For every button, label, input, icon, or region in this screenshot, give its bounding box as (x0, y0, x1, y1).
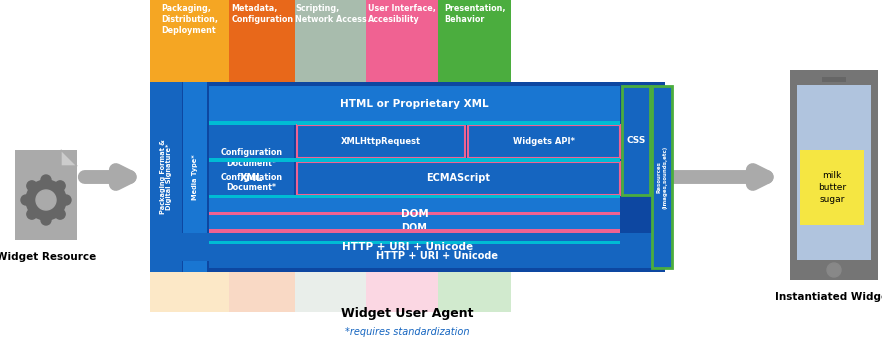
Circle shape (61, 195, 71, 205)
Bar (15, 150, 77, 240)
Bar (366, 272, 438, 312)
Text: Widgets API*: Widgets API* (513, 137, 575, 146)
Bar (150, 0, 229, 82)
Circle shape (56, 209, 65, 219)
Bar (209, 195, 620, 198)
Bar (297, 158, 620, 162)
Text: XML: XML (240, 173, 263, 183)
Bar (229, 272, 295, 312)
Bar (209, 241, 620, 244)
Text: Scripting,
Network Access: Scripting, Network Access (295, 4, 367, 24)
Bar (209, 241, 620, 244)
Text: Media Type*: Media Type* (192, 154, 198, 200)
Circle shape (36, 190, 56, 210)
Circle shape (26, 181, 37, 191)
Bar (652, 86, 672, 268)
Bar (150, 82, 182, 272)
Text: *requires standardization: *requires standardization (345, 327, 470, 337)
Bar (438, 0, 511, 82)
Bar (209, 215, 620, 241)
Bar (150, 82, 665, 272)
Bar (209, 86, 620, 121)
Text: Instantiated Widget: Instantiated Widget (775, 292, 882, 302)
Text: HTML or Proprietary XML: HTML or Proprietary XML (340, 99, 489, 109)
Text: CSS: CSS (626, 136, 646, 145)
Text: Widget User Agent: Widget User Agent (341, 307, 474, 319)
Text: Presentation,
Behavior: Presentation, Behavior (444, 4, 505, 24)
Text: XMLHttpRequest: XMLHttpRequest (341, 137, 421, 146)
Bar (209, 212, 620, 215)
Bar (209, 229, 620, 233)
Bar (622, 86, 650, 195)
Bar (209, 195, 620, 198)
Text: Resources
(images,sounds,etc): Resources (images,sounds,etc) (656, 145, 668, 209)
Bar (652, 86, 672, 268)
Circle shape (26, 209, 37, 219)
Bar (183, 82, 207, 272)
Circle shape (26, 180, 66, 220)
Bar (209, 198, 620, 229)
Bar (295, 0, 366, 82)
Bar (797, 85, 871, 260)
Text: User Interface,
Accesibility: User Interface, Accesibility (369, 4, 436, 24)
Bar (297, 125, 465, 158)
Bar (800, 150, 864, 225)
Bar (150, 272, 229, 312)
Bar (297, 121, 620, 125)
Text: ECMAScript: ECMAScript (427, 173, 490, 183)
Text: Configuration
Document*: Configuration Document* (220, 148, 282, 168)
Text: DOM: DOM (400, 209, 429, 219)
Text: HTTP + URI + Unicode: HTTP + URI + Unicode (376, 251, 498, 261)
Bar (209, 121, 294, 195)
Bar (366, 0, 438, 82)
Bar (209, 244, 665, 268)
Bar (622, 86, 650, 195)
Bar (150, 233, 665, 261)
Bar (209, 153, 294, 212)
Bar (229, 0, 295, 82)
Circle shape (21, 195, 31, 205)
Circle shape (41, 215, 51, 225)
Bar (297, 125, 465, 158)
Bar (209, 121, 620, 125)
Polygon shape (61, 150, 77, 166)
Text: Configuration
Document*: Configuration Document* (220, 173, 282, 192)
Bar (297, 162, 620, 195)
Bar (468, 125, 620, 158)
Circle shape (56, 181, 65, 191)
Circle shape (41, 175, 51, 185)
Bar (209, 158, 620, 162)
Bar (295, 272, 366, 312)
Circle shape (827, 263, 841, 277)
Bar (468, 125, 620, 158)
Bar (790, 70, 878, 280)
Text: Widget Resource: Widget Resource (0, 252, 96, 262)
Text: HTTP + URI + Unicode: HTTP + URI + Unicode (342, 242, 473, 252)
Bar (438, 272, 511, 312)
Text: Packaging Format &
Digital Signature*: Packaging Format & Digital Signature* (160, 139, 173, 215)
Bar (822, 77, 846, 82)
Text: Packaging,
Distribution,
Deployment: Packaging, Distribution, Deployment (161, 4, 218, 35)
Text: milk
butter
sugar: milk butter sugar (818, 171, 846, 204)
Text: DOM: DOM (401, 223, 428, 233)
Text: Metadata,
Configuration: Metadata, Configuration (231, 4, 294, 24)
Bar (297, 162, 620, 195)
